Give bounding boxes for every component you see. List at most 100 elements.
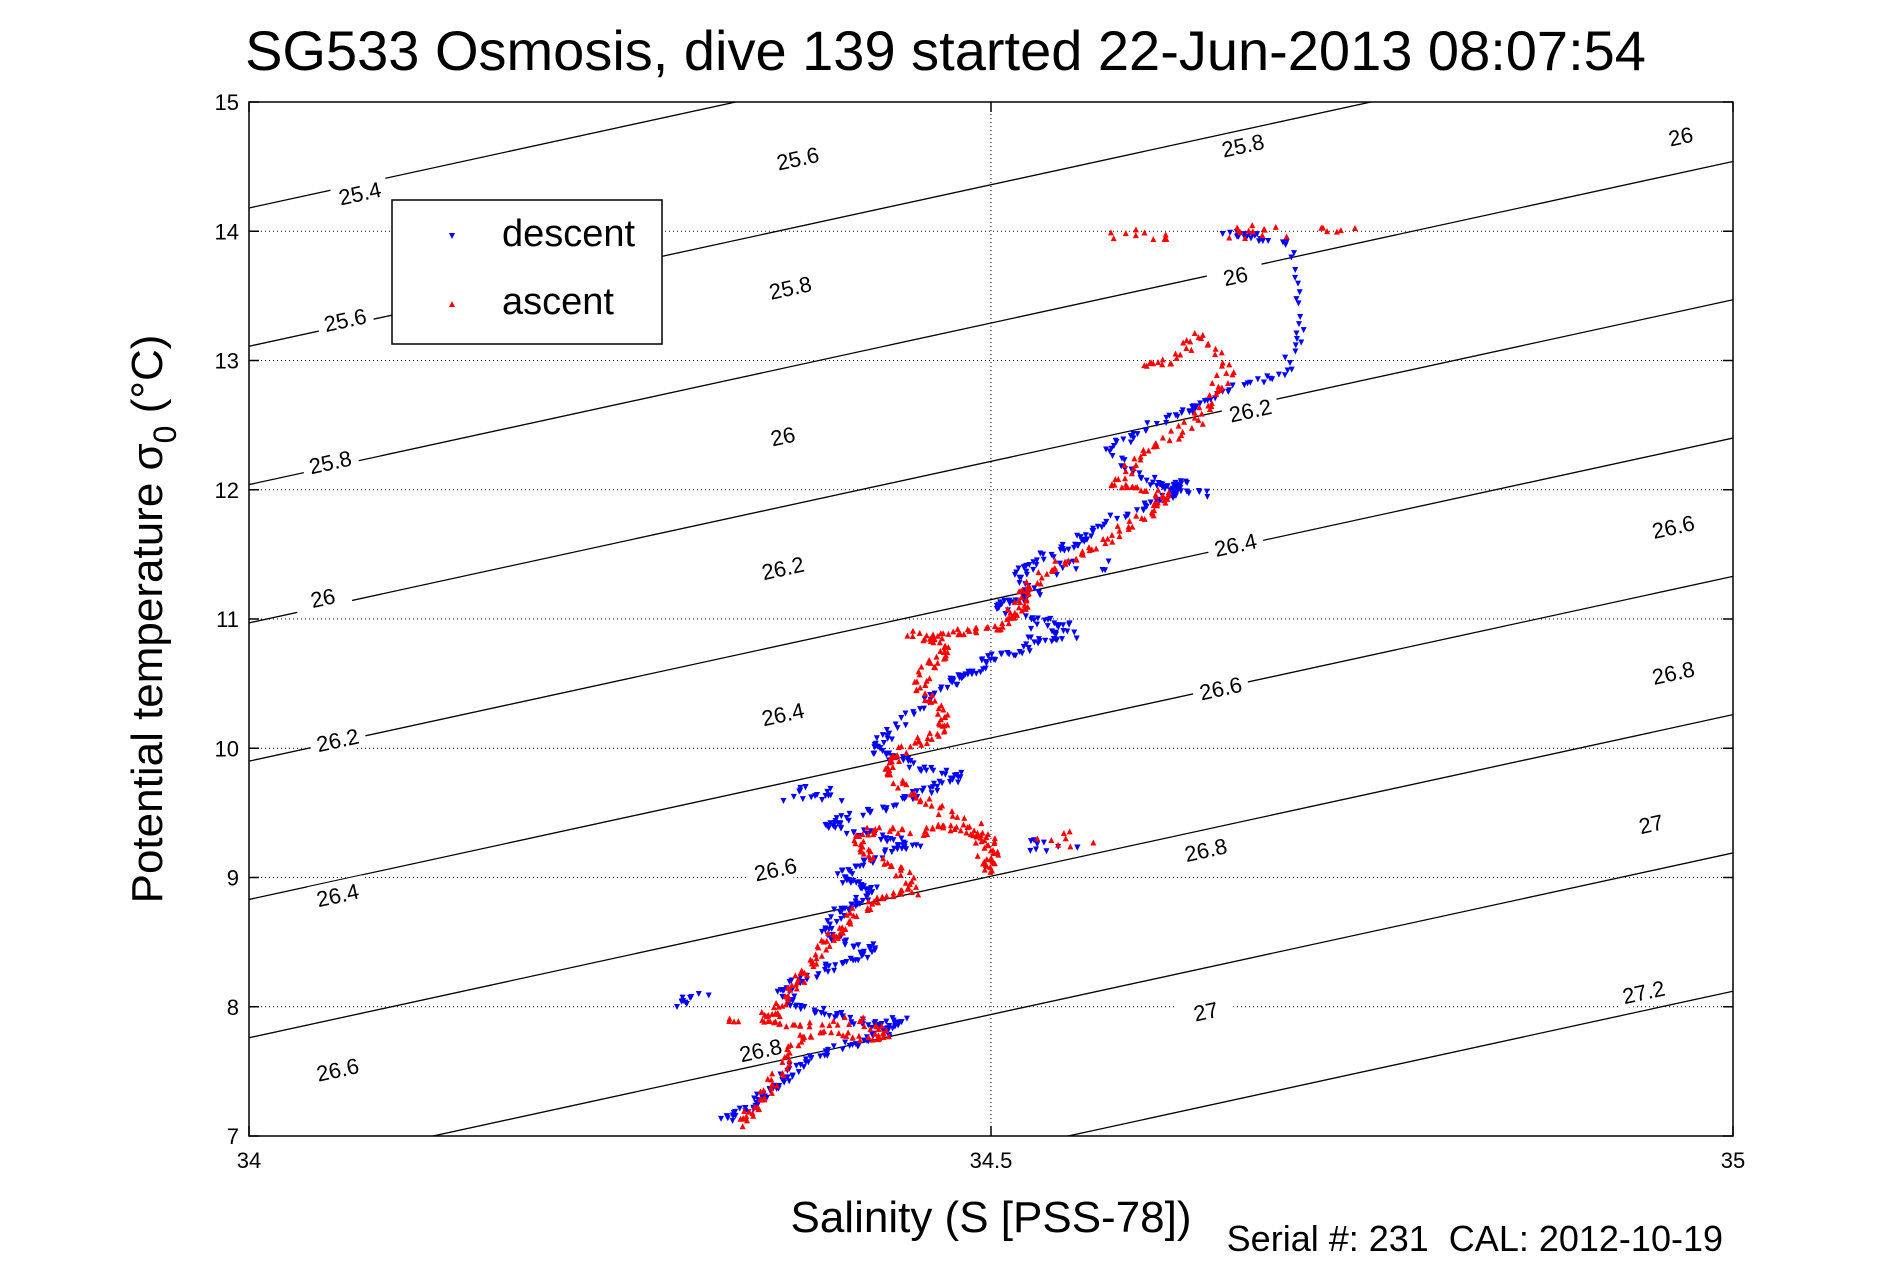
ascent-point <box>1318 224 1325 231</box>
contour-label: 25.4 <box>329 173 390 211</box>
contour-label: 25.6 <box>314 300 375 338</box>
descent-point <box>819 797 826 804</box>
ascent-point <box>899 777 906 784</box>
ascent-point <box>909 627 916 634</box>
ascent-point <box>987 868 994 875</box>
ascent-point <box>1055 841 1062 848</box>
svg-text:25.8: 25.8 <box>307 446 354 480</box>
descent-point <box>1292 274 1299 281</box>
ascent-point <box>917 796 924 803</box>
svg-text:26.6: 26.6 <box>1197 672 1244 706</box>
ascent-point <box>1259 232 1266 239</box>
descent-point <box>934 787 941 794</box>
ascent-point <box>1226 361 1233 368</box>
ascent-point <box>818 952 825 959</box>
ascent-point <box>897 871 904 878</box>
descent-point <box>1018 574 1025 581</box>
descent-point <box>1065 546 1072 553</box>
y-axis-label-subscript: 0 <box>147 426 183 444</box>
ascent-point <box>867 1026 874 1033</box>
descent-point <box>880 739 887 746</box>
ascent-point <box>1218 362 1225 369</box>
descent-point <box>1147 482 1154 489</box>
contour-label: 26.2 <box>1219 390 1281 428</box>
descent-point <box>759 1094 766 1101</box>
ascent-point <box>960 821 967 828</box>
ascent-point <box>1225 380 1232 387</box>
ascent-point <box>1167 360 1174 367</box>
ascent-point <box>865 898 872 905</box>
descent-point <box>860 951 867 958</box>
ascent-point <box>955 631 962 638</box>
ascent-point <box>1018 594 1025 601</box>
contour-line <box>249 0 1733 70</box>
descent-point <box>1197 400 1204 407</box>
descent-point <box>1190 403 1197 410</box>
ascent-point <box>870 854 877 861</box>
svg-text:26: 26 <box>1666 122 1695 152</box>
descent-point <box>917 843 924 850</box>
contour-label: 27 <box>1620 804 1681 842</box>
ascent-point <box>880 1033 887 1040</box>
ascent-point <box>730 1018 737 1025</box>
descent-point <box>1196 488 1203 495</box>
descent-point <box>898 715 905 722</box>
ascent-point <box>888 862 895 869</box>
descent-point <box>1118 455 1125 462</box>
contour-label: 25.6 <box>767 138 828 176</box>
ascent-point <box>918 741 925 748</box>
ascent-point <box>1180 339 1187 346</box>
descent-point <box>790 793 797 800</box>
descent-point <box>985 653 992 660</box>
ascent-point <box>910 874 917 881</box>
ascent-point <box>864 824 871 831</box>
ascent-point <box>971 827 978 834</box>
ascent-point <box>875 1032 882 1039</box>
ascent-point <box>1177 351 1184 358</box>
descent-point <box>1265 238 1272 245</box>
descent-point <box>934 783 941 790</box>
descent-point <box>978 657 985 664</box>
ascent-point <box>837 929 844 936</box>
descent-point <box>1204 397 1211 404</box>
ascent-point <box>928 802 935 809</box>
ascent-point <box>905 884 912 891</box>
ascent-point <box>1132 232 1139 239</box>
ascent-point <box>855 1032 862 1039</box>
ascent-point <box>798 967 805 974</box>
ascent-point <box>924 831 931 838</box>
descent-point <box>736 1105 743 1112</box>
ascent-point <box>801 969 808 976</box>
ascent-point <box>852 840 859 847</box>
ascent-point <box>1048 837 1055 844</box>
ascent-point <box>991 835 998 842</box>
descent-point <box>902 710 909 717</box>
descent-point <box>850 1021 857 1028</box>
descent-point <box>870 750 877 757</box>
ascent-point <box>779 1058 786 1065</box>
ascent-point <box>783 1023 790 1030</box>
ascent-point <box>889 764 896 771</box>
descent-point <box>1255 238 1262 245</box>
contour-label: 26.6 <box>1190 668 1251 706</box>
descent-point <box>1090 527 1097 534</box>
svg-text:27: 27 <box>1636 810 1665 840</box>
ascent-point <box>890 889 897 896</box>
ascent-point <box>1214 388 1221 395</box>
ascent-point <box>1034 579 1041 586</box>
descent-point <box>827 785 834 792</box>
ascent-point <box>1107 229 1114 236</box>
descent-point <box>855 1042 862 1049</box>
descent-point <box>1106 448 1113 455</box>
ascent-point <box>826 1022 833 1029</box>
descent-point <box>1264 373 1271 380</box>
ascent-point <box>1333 228 1340 235</box>
descent-point <box>824 823 831 830</box>
ascent-point <box>874 894 881 901</box>
descent-point <box>899 754 906 761</box>
ascent-point <box>741 1107 748 1114</box>
x-tick-label: 34 <box>237 1148 261 1173</box>
descent-point <box>801 1004 808 1011</box>
ascent-point <box>1109 538 1116 545</box>
y-tick-label: 9 <box>227 866 239 891</box>
